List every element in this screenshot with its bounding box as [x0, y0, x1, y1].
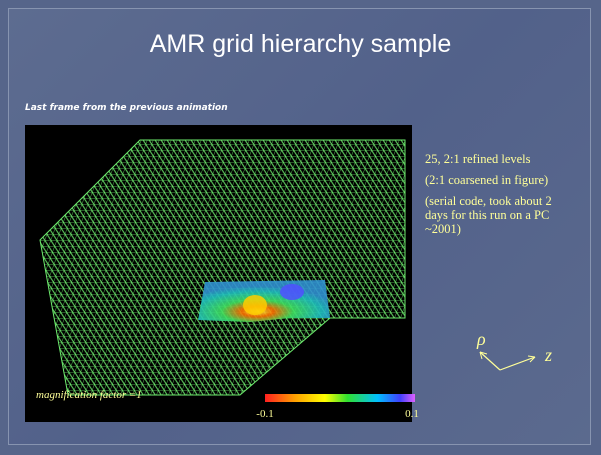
notes: 25, 2:1 refined levels (2:1 coarsened in…: [425, 152, 575, 243]
note: 25, 2:1 refined levels: [425, 152, 575, 166]
note: (2:1 coarsened in figure): [425, 173, 575, 187]
axis-label-z: z: [544, 345, 552, 365]
axis-arrow: [480, 352, 500, 370]
colorbar-min: -0.1: [256, 408, 273, 420]
note: (serial code, took about 2 days for this…: [425, 194, 575, 236]
caption: magnification factor =1: [36, 389, 142, 401]
axis-label-rho: ρ: [476, 329, 486, 349]
axis-arrow: [500, 357, 535, 370]
peak: [243, 295, 267, 315]
colorbar: [265, 394, 415, 402]
colorbar-max: 0.1: [405, 408, 419, 420]
trough: [280, 284, 304, 300]
slide: AMR grid hierarchy sample Last frame fro…: [0, 0, 601, 455]
